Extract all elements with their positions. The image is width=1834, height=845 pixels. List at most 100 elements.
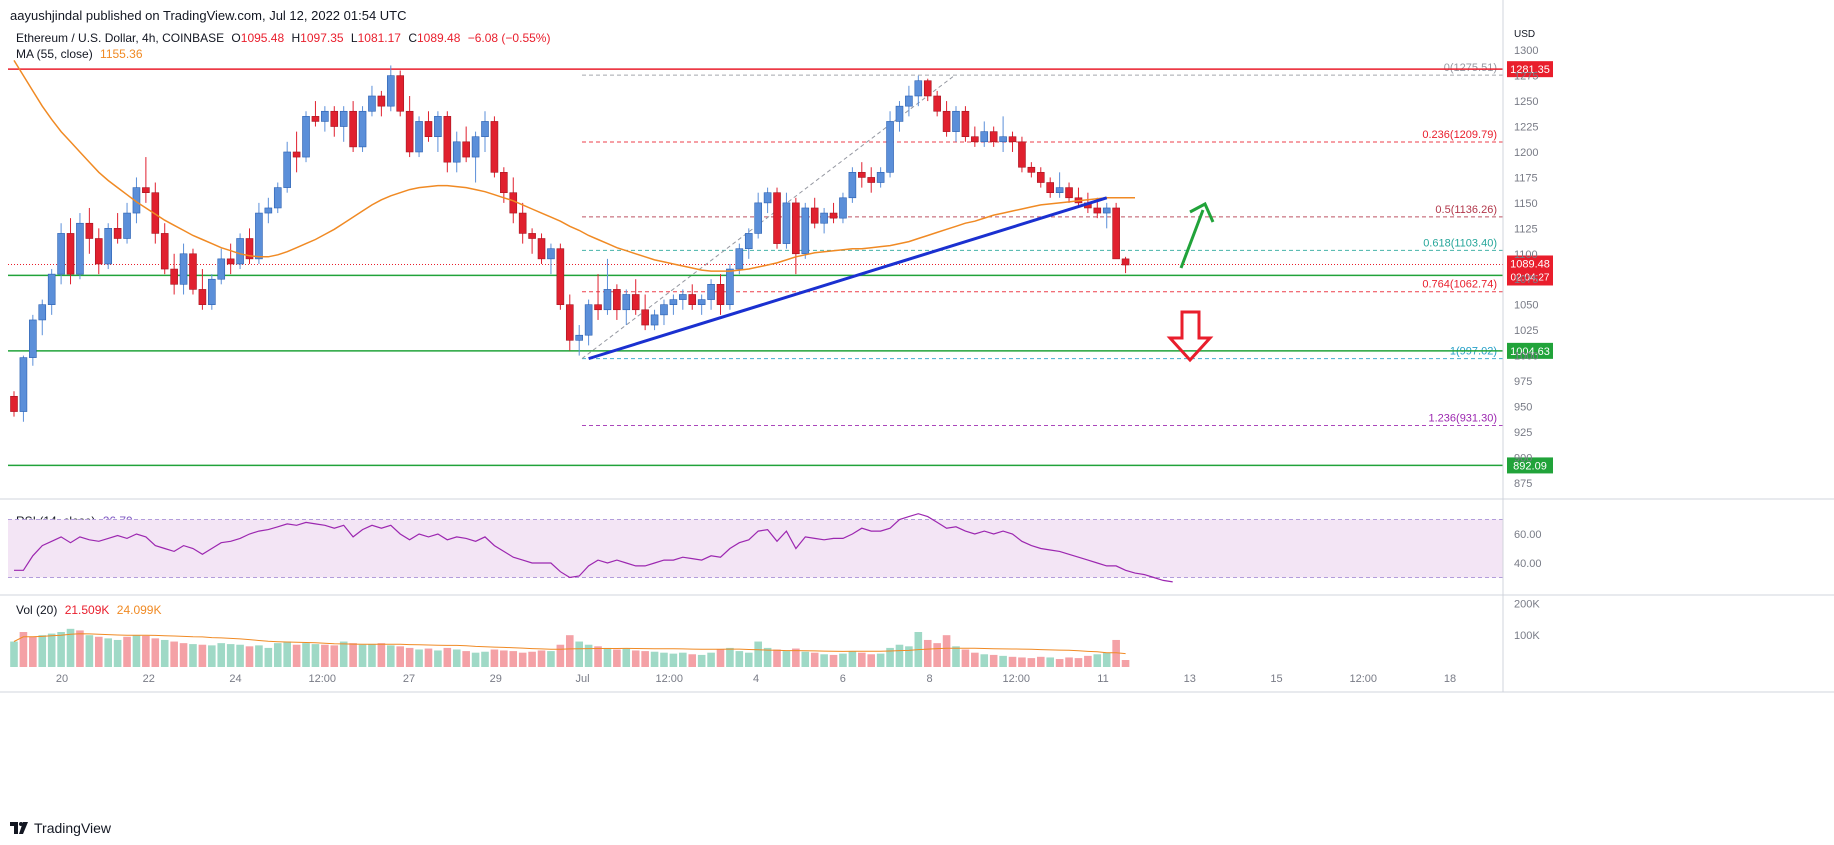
volume-legend: Vol (20) 21.509K 24.099K bbox=[16, 603, 165, 617]
candle-body bbox=[160, 233, 169, 270]
volume-bar bbox=[792, 648, 800, 667]
volume-bar bbox=[368, 644, 376, 667]
candle-body bbox=[735, 248, 744, 270]
rsi-line bbox=[14, 513, 1173, 583]
volume-bar bbox=[179, 643, 188, 667]
volume-bar bbox=[339, 641, 348, 667]
volume-bar bbox=[923, 639, 932, 667]
time-tick-label: 12:00 bbox=[1002, 673, 1030, 685]
volume-bar bbox=[669, 653, 678, 667]
candle-body bbox=[132, 187, 141, 214]
candle-body bbox=[726, 268, 734, 305]
volume-bar bbox=[151, 638, 160, 667]
volume-bar bbox=[905, 646, 913, 667]
time-tick-label: 27 bbox=[403, 673, 415, 685]
candle-body bbox=[857, 172, 866, 178]
rsi-tick-label: 40.00 bbox=[1514, 558, 1542, 570]
candle-body bbox=[961, 110, 970, 138]
candle-body bbox=[283, 151, 291, 188]
volume-value-b: 24.099K bbox=[116, 603, 162, 617]
volume-bar bbox=[1055, 659, 1064, 667]
candle-body bbox=[547, 248, 555, 260]
time-tick-label: 6 bbox=[840, 673, 846, 685]
volume-bar bbox=[782, 651, 791, 667]
volume-bar bbox=[208, 645, 216, 667]
volume-bar bbox=[763, 647, 772, 667]
rsi-tick-label: 60.00 bbox=[1514, 529, 1542, 541]
volume-bar bbox=[603, 647, 612, 667]
volume-bar bbox=[980, 654, 989, 667]
price-tick-label: 950 bbox=[1514, 401, 1532, 413]
volume-bar bbox=[650, 651, 659, 667]
support-trendline bbox=[588, 196, 1108, 361]
candle-body bbox=[179, 253, 188, 285]
candle-body bbox=[876, 172, 885, 183]
candle-body bbox=[424, 121, 433, 138]
ma-value: 1155.36 bbox=[100, 47, 143, 61]
volume-bar bbox=[500, 650, 508, 667]
volume-bar bbox=[584, 644, 593, 667]
axes: USD 875 900 925 950 975 1000 1025 1050 1075 1100 11… bbox=[0, 0, 1834, 693]
candle-body bbox=[311, 116, 320, 122]
volume-bar bbox=[452, 649, 461, 667]
volume-bar bbox=[396, 646, 405, 667]
volume-bar bbox=[387, 645, 395, 667]
ma-label: MA (55, close) bbox=[16, 47, 93, 61]
candle-body bbox=[1008, 136, 1017, 143]
price-tick-label: 1175 bbox=[1514, 172, 1538, 184]
candle-body bbox=[471, 136, 480, 158]
candle-body bbox=[933, 95, 941, 112]
volume-bar bbox=[349, 643, 357, 667]
volume-bar bbox=[716, 649, 725, 667]
time-tick-label: 11 bbox=[1097, 673, 1108, 685]
volume-bar bbox=[330, 645, 339, 667]
volume-bar bbox=[895, 644, 904, 667]
candle-body bbox=[189, 253, 197, 290]
volume-bar bbox=[1112, 639, 1120, 667]
fib-level-label: 0(1275.51) bbox=[1444, 62, 1497, 74]
candle-body bbox=[452, 141, 461, 163]
volume-bar bbox=[1074, 658, 1083, 667]
symbol-legend: Ethereum / U.S. Dollar, 4h, COINBASE O10… bbox=[16, 31, 554, 45]
volume-bar bbox=[142, 635, 150, 667]
volume-bar bbox=[76, 630, 84, 667]
ma-legend: MA (55, close) 1155.36 bbox=[16, 47, 147, 61]
price-tick-label: 1050 bbox=[1514, 300, 1538, 312]
candle-body bbox=[565, 304, 574, 341]
candle-body bbox=[810, 207, 819, 224]
candle-body bbox=[76, 222, 84, 275]
candle-body bbox=[434, 116, 442, 138]
last-price-countdown: 02:04:27 bbox=[1511, 272, 1550, 283]
fib-level-label: 0.236(1209.79) bbox=[1422, 129, 1497, 141]
horizontal-levels: 1281.351078.811004.63892.091089.4802:04:… bbox=[8, 61, 1553, 474]
price-tick-label: 1250 bbox=[1514, 96, 1538, 108]
candle-body bbox=[245, 238, 254, 260]
price-tick-label: 1150 bbox=[1514, 198, 1538, 210]
candle-body bbox=[839, 197, 847, 219]
price-badge bbox=[1507, 457, 1553, 474]
volume-bar bbox=[443, 647, 452, 667]
candle-body bbox=[302, 116, 310, 158]
volume-bar bbox=[1093, 654, 1102, 667]
volume-value-a: 21.509K bbox=[64, 603, 110, 617]
volume-bar bbox=[1046, 657, 1054, 667]
candle-body bbox=[641, 309, 649, 326]
volume-bar bbox=[10, 641, 18, 667]
time-tick-label: 18 bbox=[1444, 673, 1456, 685]
volume-bar bbox=[358, 644, 367, 667]
candle-body bbox=[999, 136, 1007, 143]
volume-bar bbox=[575, 641, 583, 667]
volume-bar bbox=[57, 632, 65, 667]
candle-body bbox=[386, 75, 395, 107]
price-tick-label: 1100 bbox=[1514, 249, 1538, 261]
candle-body bbox=[1046, 182, 1054, 193]
candle-body bbox=[208, 278, 216, 305]
price-badge bbox=[1507, 342, 1553, 359]
candle-body bbox=[594, 304, 602, 311]
volume-pane bbox=[10, 628, 1130, 667]
volume-bar bbox=[311, 644, 320, 667]
currency-label: USD bbox=[1514, 29, 1535, 40]
volume-bar bbox=[415, 649, 423, 667]
candle-body bbox=[989, 131, 998, 143]
